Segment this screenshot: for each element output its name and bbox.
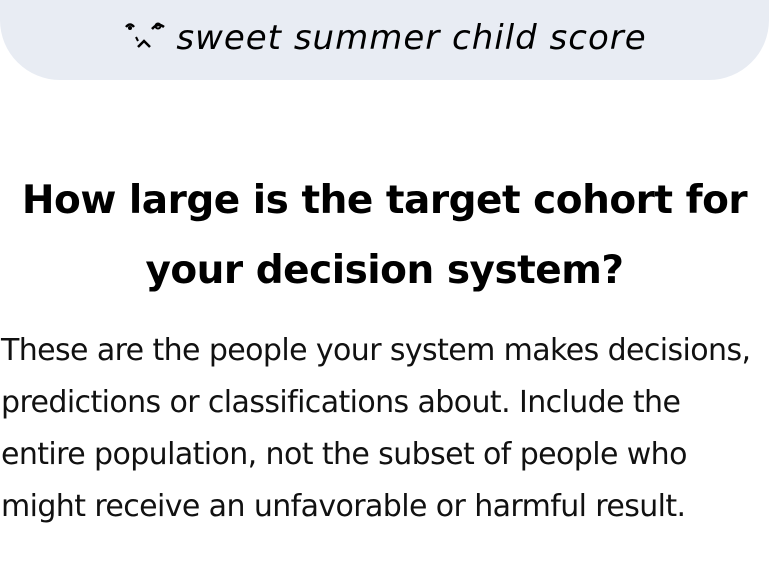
header-bar — [0, 0, 769, 80]
crying-face-icon — [125, 22, 166, 48]
question-description: These are the people your system makes d… — [1, 333, 751, 524]
app-header: sweet summer child score — [0, 14, 769, 62]
question-title: How large is the target cohort for your … — [21, 178, 748, 293]
app-title: sweet summer child score — [176, 18, 647, 58]
